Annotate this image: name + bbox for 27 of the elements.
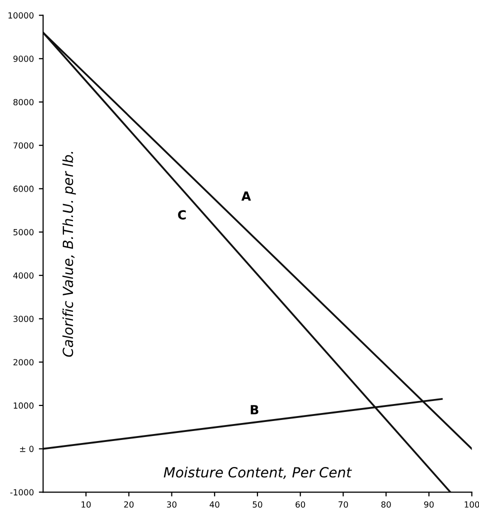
y-tick-label: 1000: [14, 402, 34, 409]
y-tick-label: 8000: [13, 98, 34, 106]
y-tick-label: 7000: [14, 142, 34, 149]
series-label: C: [178, 210, 186, 220]
x-tick-label: 100: [464, 501, 479, 508]
x-tick-label: 30: [167, 501, 176, 508]
y-axis-title: Calorific Value, B.Th.U. per lb.: [62, 152, 76, 357]
y-tick-label: 5000: [14, 229, 34, 236]
y-tick-label: -1000: [10, 489, 34, 496]
y-tick-label: 10000: [8, 12, 34, 19]
y-tick-label: 3000: [14, 316, 34, 322]
series-label: B: [250, 405, 258, 414]
x-tick-label: 20: [124, 501, 134, 508]
x-tick-label: 10: [82, 501, 91, 508]
x-tick-label: 50: [252, 501, 262, 508]
x-tick-label: 80: [381, 501, 391, 508]
y-tick-label: 9000: [13, 56, 34, 62]
x-axis-title: Moisture Content, Per Cent: [164, 466, 352, 479]
x-tick-label: 70: [338, 501, 348, 508]
series-label: A: [241, 192, 251, 201]
x-tick-label: 90: [424, 501, 434, 508]
y-tick-label: ± 0: [20, 446, 34, 452]
x-tick-label: 60: [296, 501, 306, 508]
y-tick-label: 2000: [13, 359, 34, 366]
y-tick-label: 6000: [13, 186, 34, 192]
x-tick-label: 40: [210, 501, 220, 508]
y-tick-label: 4000: [13, 272, 34, 279]
